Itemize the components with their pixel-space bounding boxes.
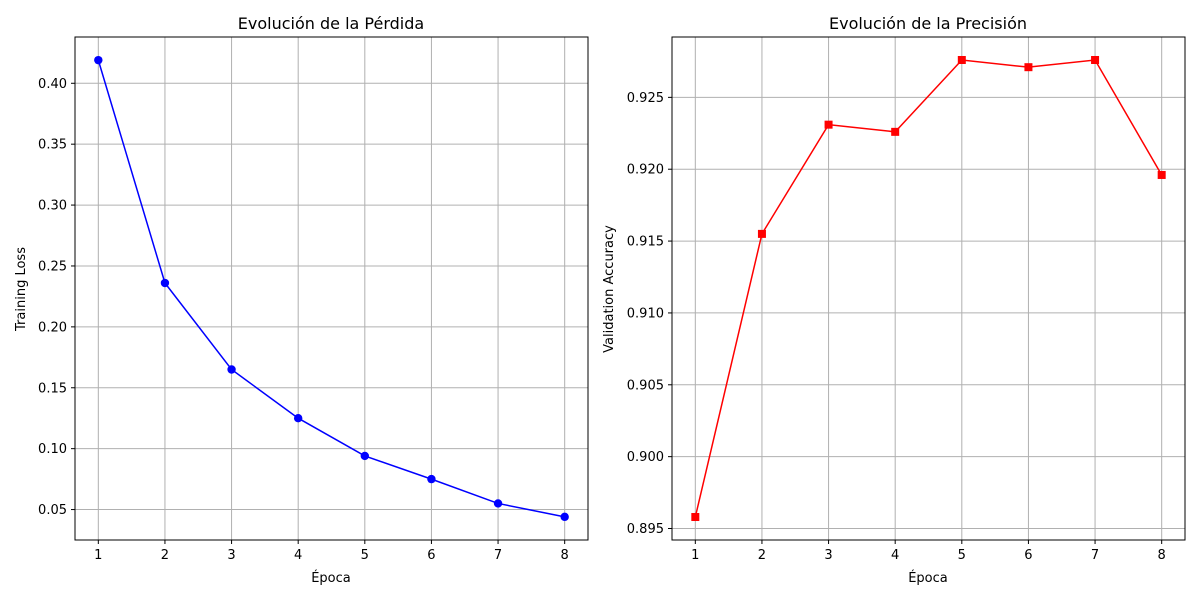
accuracy-chart-title: Evolución de la Precisión [829, 14, 1027, 33]
accuracy-chart-xlabel: Época [908, 570, 948, 586]
accuracy-ytick-label: 0.905 [627, 378, 664, 393]
accuracy-ytick-label: 0.925 [627, 91, 664, 106]
loss-xtick-label: 1 [94, 548, 102, 563]
loss-chart: Evolución de la Pérdida Época Training L… [14, 14, 589, 586]
loss-data-point [360, 451, 370, 461]
accuracy-data-point [891, 127, 900, 136]
loss-data-point [427, 474, 436, 484]
loss-ytick-label: 0.40 [38, 77, 67, 92]
accuracy-ytick-label: 0.900 [627, 450, 664, 465]
accuracy-plot-frame [671, 36, 1186, 541]
accuracy-xtick-label: 5 [958, 548, 966, 563]
loss-data-point [160, 278, 170, 288]
loss-data-point [293, 414, 303, 423]
accuracy-xtick-label: 4 [891, 548, 899, 563]
loss-xtick-label: 6 [427, 548, 435, 563]
accuracy-chart-ylabel: Validation Accuracy [602, 225, 617, 353]
loss-chart-title: Evolución de la Pérdida [238, 14, 424, 33]
loss-ytick-label: 0.30 [38, 199, 67, 214]
accuracy-ytick-label: 0.915 [627, 235, 664, 250]
loss-data-point [493, 499, 503, 508]
accuracy-ytick-label: 0.895 [627, 522, 664, 537]
accuracy-data-point [957, 55, 966, 64]
accuracy-xtick-label: 8 [1158, 548, 1166, 563]
loss-chart-ylabel: Training Loss [14, 247, 29, 332]
accuracy-xtick-label: 1 [691, 548, 699, 563]
loss-xtick-label: 2 [161, 548, 169, 563]
accuracy-data-point [691, 513, 700, 522]
accuracy-data-point [824, 120, 833, 129]
accuracy-xtick-label: 6 [1024, 548, 1032, 563]
loss-data-point [227, 365, 236, 374]
accuracy-xtick-label: 3 [824, 548, 832, 563]
accuracy-xtick-label: 7 [1091, 548, 1099, 563]
loss-ytick-label: 0.10 [38, 442, 67, 457]
accuracy-ytick-label: 0.910 [627, 306, 664, 321]
accuracy-data-point [1157, 170, 1166, 179]
loss-ytick-label: 0.20 [38, 320, 67, 335]
accuracy-xtick-label: 2 [758, 548, 766, 563]
loss-data-point [560, 512, 569, 522]
loss-ytick-label: 0.05 [38, 503, 67, 518]
loss-xtick-label: 7 [494, 548, 502, 563]
loss-xtick-label: 4 [294, 548, 302, 563]
loss-xtick-label: 5 [361, 548, 369, 563]
loss-data-point [94, 55, 103, 65]
loss-chart-xlabel: Época [311, 570, 351, 586]
accuracy-data-point [757, 229, 766, 238]
accuracy-chart: Evolución de la Precisión Época Validati… [602, 14, 1186, 586]
accuracy-ytick-label: 0.920 [627, 163, 664, 178]
loss-ytick-label: 0.35 [38, 138, 67, 153]
loss-xtick-label: 8 [561, 548, 569, 563]
accuracy-data-point [1024, 63, 1033, 72]
loss-plot-frame [74, 36, 589, 541]
accuracy-series-line [694, 59, 1163, 518]
loss-ytick-label: 0.25 [38, 259, 67, 274]
loss-ytick-label: 0.15 [38, 381, 67, 396]
loss-xtick-label: 3 [227, 548, 235, 563]
loss-series-line [97, 59, 565, 518]
accuracy-data-point [1091, 55, 1100, 64]
